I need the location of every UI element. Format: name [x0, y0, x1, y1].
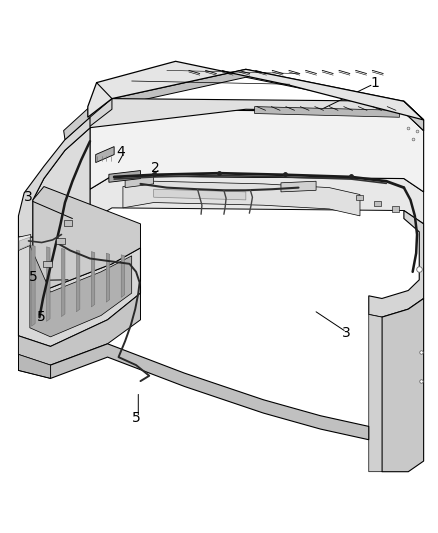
Polygon shape: [90, 109, 423, 192]
Text: 2: 2: [151, 161, 160, 175]
Polygon shape: [18, 235, 31, 251]
Polygon shape: [30, 245, 131, 337]
Text: 4: 4: [116, 145, 125, 159]
Polygon shape: [254, 107, 399, 117]
Text: 5: 5: [131, 411, 140, 425]
Polygon shape: [46, 247, 50, 321]
Polygon shape: [381, 298, 423, 472]
Polygon shape: [76, 250, 80, 312]
Polygon shape: [18, 237, 140, 346]
Polygon shape: [56, 238, 65, 244]
Polygon shape: [123, 181, 359, 216]
Polygon shape: [88, 61, 423, 120]
Text: 3: 3: [24, 190, 33, 204]
Polygon shape: [373, 201, 380, 206]
Polygon shape: [121, 255, 124, 297]
Polygon shape: [280, 181, 315, 192]
Text: 1: 1: [370, 76, 379, 90]
Polygon shape: [95, 147, 114, 163]
Polygon shape: [403, 101, 423, 131]
Polygon shape: [18, 117, 90, 237]
Polygon shape: [88, 99, 423, 131]
Text: 3: 3: [342, 326, 350, 340]
Polygon shape: [33, 187, 140, 293]
Text: 5: 5: [28, 270, 37, 284]
Polygon shape: [32, 245, 35, 326]
Polygon shape: [50, 344, 368, 440]
Polygon shape: [368, 314, 381, 472]
Polygon shape: [19, 237, 30, 249]
Polygon shape: [88, 99, 112, 128]
Polygon shape: [391, 206, 398, 212]
Polygon shape: [64, 220, 72, 226]
Polygon shape: [109, 171, 140, 182]
Polygon shape: [91, 252, 95, 307]
Polygon shape: [153, 189, 245, 200]
Polygon shape: [33, 128, 90, 237]
Text: 5: 5: [37, 310, 46, 324]
Polygon shape: [18, 354, 50, 378]
Polygon shape: [18, 293, 140, 365]
Polygon shape: [64, 99, 112, 140]
Polygon shape: [90, 176, 423, 224]
Polygon shape: [356, 195, 363, 200]
Polygon shape: [106, 253, 110, 302]
Polygon shape: [43, 261, 52, 267]
Polygon shape: [125, 176, 153, 188]
Polygon shape: [368, 211, 423, 317]
Polygon shape: [112, 69, 403, 109]
Polygon shape: [61, 248, 65, 317]
